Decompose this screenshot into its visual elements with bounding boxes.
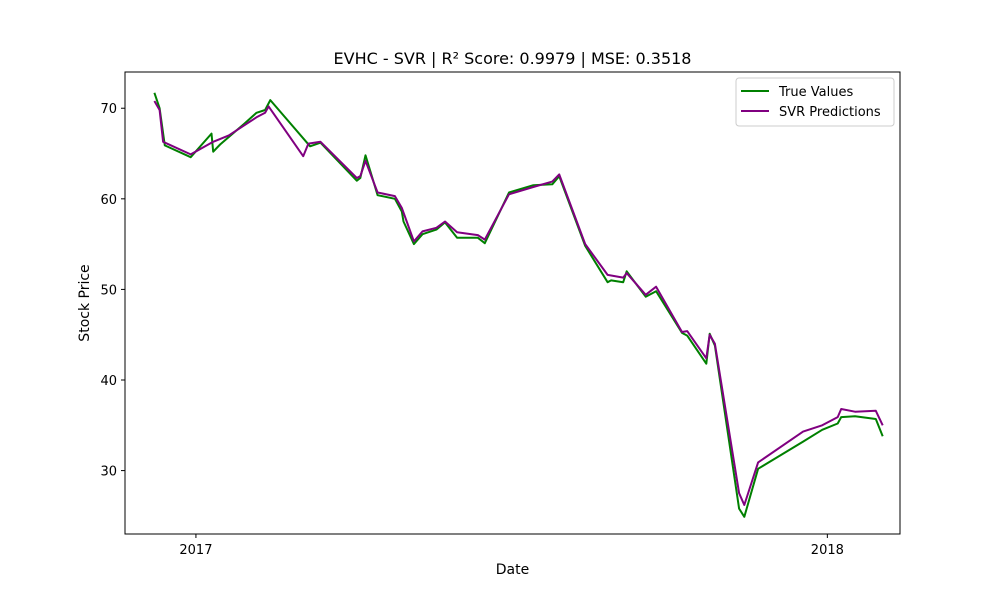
chart-title: EVHC - SVR | R² Score: 0.9979 | MSE: 0.3… xyxy=(334,49,692,68)
series-line-true-values xyxy=(153,92,884,518)
y-axis: 30 40 50 60 70 xyxy=(100,102,125,480)
x-tick-label: 2017 xyxy=(179,543,212,558)
legend-box xyxy=(735,77,895,127)
legend-label-true-values: True Values xyxy=(778,85,853,100)
y-tick-label: 40 xyxy=(100,374,117,389)
y-tick-label: 30 xyxy=(100,465,117,480)
y-tick-label: 50 xyxy=(100,283,117,298)
legend-label-svr-predictions: SVR Predictions xyxy=(779,105,881,120)
series-line-svr-predictions xyxy=(153,100,884,506)
plot-area xyxy=(124,71,901,535)
x-tick-label: 2018 xyxy=(811,543,844,558)
x-axis: 2017 2018 xyxy=(179,534,844,558)
y-tick-label: 70 xyxy=(100,102,117,117)
legend: True Values SVR Predictions xyxy=(735,77,895,127)
x-axis-label: Date xyxy=(496,562,529,578)
y-axis-label: Stock Price xyxy=(77,264,93,341)
y-tick-label: 60 xyxy=(100,193,117,208)
plot-lines xyxy=(153,92,884,518)
